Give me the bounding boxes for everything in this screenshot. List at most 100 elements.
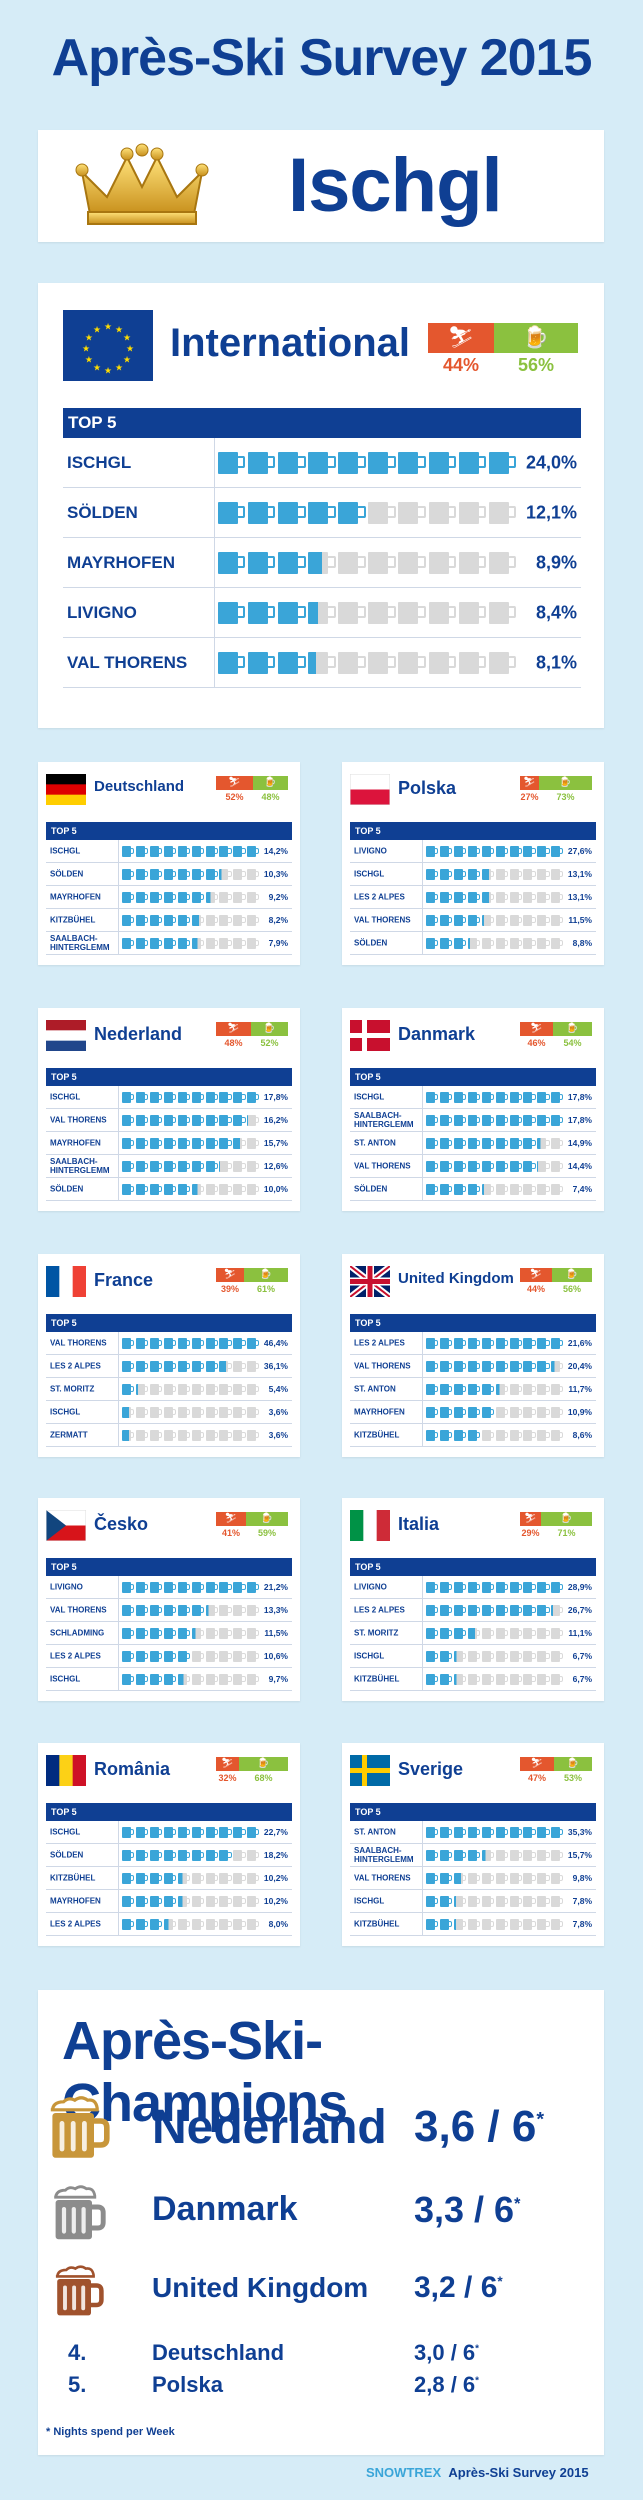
beer-mug-icon [439,915,453,926]
beer-mug-icon [523,869,536,880]
beer-mug-icon [509,1092,523,1103]
resort-name: VAL THORENS [50,1338,107,1348]
beer-mug-icon [122,846,135,857]
resort-name: ST. MORITZ [354,1628,399,1638]
beer-mug-rating [426,1628,565,1639]
ski-share-value: 27% [520,792,539,802]
beer-mug-icon [122,1674,135,1685]
beer-mug-icon [205,846,219,857]
beer-mug-rating [122,1092,261,1103]
table-row: VAL THORENS 13,3% [46,1599,292,1622]
beer-mug-icon [149,1338,163,1349]
beer-mug-icon [467,1092,481,1103]
beer-mug-icon [122,1628,135,1639]
crown-icon [75,143,209,225]
apres-share-value: 68% [254,1773,273,1783]
beer-mug-icon [509,1384,523,1395]
resort-name: ISCHGL [50,846,81,856]
beer-mug-icon [467,1430,481,1441]
ski-share-bar: ⛷ [520,1757,554,1771]
beer-mug-icon [122,1651,135,1662]
beer-mug-icon [177,1384,191,1395]
beer-mug-icon [537,915,550,926]
beer-mug-icon [551,1115,564,1126]
beer-mug-icon [481,1184,495,1195]
beer-mug-icon [219,1092,232,1103]
page-title: Après-Ski Survey 2015 [51,29,593,87]
beer-mug-rating [122,869,261,880]
beer-mug-icon [467,1384,481,1395]
resort-name: LIVIGNO [50,1582,83,1592]
column-divider [118,1332,119,1447]
table-row: ST. ANTON 14,9% [350,1132,596,1155]
champion-score-value: 3,0 / 6 [414,2340,476,2365]
top5-table: TOP 5 ISCHGL 17,8% SAALBACH-HINTERGLEMM 17,8… [350,1068,596,1201]
beer-mug-icon [191,1092,205,1103]
beer-mug-icon [439,1873,453,1884]
beer-mug-icon [163,915,177,926]
resort-name: SAALBACH-HINTERGLEMM [354,1846,414,1864]
beer-mug-icon [481,1138,495,1149]
country-split: ⛷ 🍺 27% 73% [520,776,592,803]
beer-mug-icon [135,1628,149,1639]
beer-mug-icon [467,846,481,857]
footnote-marker: * [536,2108,545,2131]
skier-icon: ⛷ [530,1758,544,1769]
beer-mug-rating [122,1873,261,1884]
beer-mug-icon [233,1338,246,1349]
ski-share-bar: ⛷ [520,776,539,790]
beer-mug-icon [248,552,276,574]
eu-star: ★ [104,321,112,331]
beer-mug-icon [453,1674,467,1685]
beer-mug-icon [135,1384,149,1395]
table-row: ST. MORITZ 5,4% [46,1378,292,1401]
beer-mug-icon [233,1919,246,1930]
apres-share-value: 54% [563,1038,582,1048]
beer-mug-icon [205,1184,219,1195]
beer-mug-icon [439,846,453,857]
beer-mug-icon [149,1873,163,1884]
beer-mug-icon [122,1115,135,1126]
beer-mug-icon [488,652,517,674]
beer-mug-icon [177,1605,191,1616]
beer-mug-icon [205,915,219,926]
beer-mug-icon [509,1919,523,1930]
beer-mug-icon [453,1873,467,1884]
beer-mug-icon [426,1184,439,1195]
beer-mug-icon [163,1115,177,1126]
table-row: LES 2 ALPES 26,7% [350,1599,596,1622]
share-value: 8,2% [268,915,288,925]
beer-mug-icon [191,1628,205,1639]
beer-mug-icon [219,915,232,926]
beer-mug-icon [233,1582,246,1593]
beer-mug-icon [191,1582,205,1593]
apres-icon: 🍺 [264,777,277,788]
resort-name: ISCHGL [354,869,385,879]
resort-name: MAYRHOFEN [67,552,175,572]
beer-mug-icon [177,869,191,880]
table-row: ISCHGL 17,8% [46,1086,292,1109]
beer-mug-icon [149,1827,163,1838]
beer-mug-icon [122,1430,135,1441]
beer-mug-icon [135,1873,149,1884]
beer-mug-icon [537,938,550,949]
resort-name: LES 2 ALPES [354,1605,405,1615]
beer-mug-icon [551,915,564,926]
beer-mug-icon [338,552,366,574]
beer-mug-icon [163,1674,177,1685]
resort-name: KITZBÜHEL [354,1919,400,1929]
beer-mug-icon [551,1919,564,1930]
table-row: ST. ANTON 11,7% [350,1378,596,1401]
beer-mug-icon [233,1115,246,1126]
beer-mug-icon [523,1361,536,1372]
skier-icon: ⛷ [530,1023,543,1034]
beer-mug-rating [426,1115,565,1126]
beer-mug-icon [122,1827,135,1838]
beer-mug-icon [509,846,523,857]
beer-mug-icon [205,1582,219,1593]
country-card-it: Italia ⛷ 🍺 29% 71% TOP 5 LIVIGNO 28,9% LES 2 ALP… [342,1498,604,1701]
beer-mug-icon [219,892,232,903]
ski-share-value: 46% [527,1038,546,1048]
beer-mug-icon [149,1674,163,1685]
beer-mug-icon [551,938,564,949]
